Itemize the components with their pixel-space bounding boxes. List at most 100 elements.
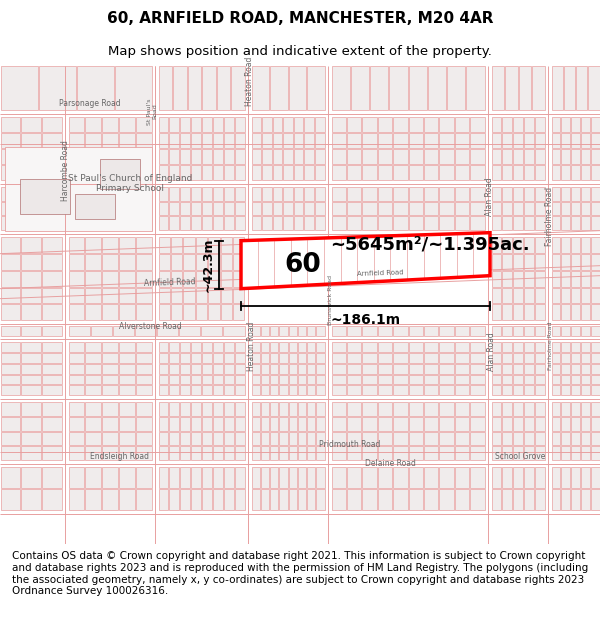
Bar	[551, 432, 560, 446]
Bar	[562, 288, 570, 303]
Bar	[378, 432, 392, 446]
Bar	[562, 386, 570, 395]
Text: Endsleigh Road: Endsleigh Road	[91, 452, 149, 461]
Bar	[191, 417, 201, 431]
Bar	[502, 489, 512, 510]
Bar	[102, 117, 118, 132]
Bar	[136, 149, 151, 164]
Bar	[331, 187, 346, 201]
Bar	[208, 288, 220, 303]
Bar	[424, 149, 438, 164]
Bar	[1, 165, 20, 180]
Bar	[581, 374, 590, 384]
Bar	[251, 216, 261, 230]
Bar	[535, 386, 545, 395]
Bar	[233, 288, 245, 303]
Bar	[21, 133, 41, 148]
Bar	[562, 364, 570, 374]
Bar	[119, 432, 135, 446]
Bar	[393, 374, 407, 384]
Bar	[535, 402, 545, 416]
Bar	[502, 326, 512, 336]
Bar	[68, 468, 84, 488]
Bar	[551, 202, 560, 216]
Bar	[42, 202, 62, 216]
Bar	[68, 446, 84, 460]
Bar	[113, 326, 134, 336]
Bar	[591, 202, 599, 216]
Bar	[470, 374, 485, 384]
Bar	[119, 149, 135, 164]
Bar	[191, 386, 201, 395]
Bar	[251, 342, 260, 352]
Bar	[347, 342, 361, 352]
Bar	[424, 417, 438, 431]
Bar	[347, 353, 361, 362]
Bar	[184, 304, 195, 320]
Text: ~42.3m: ~42.3m	[202, 238, 215, 292]
Bar	[393, 216, 407, 230]
Bar	[581, 446, 590, 460]
Bar	[424, 402, 438, 416]
Bar	[393, 187, 407, 201]
Bar	[213, 187, 223, 201]
Bar	[307, 353, 315, 362]
Bar	[576, 66, 587, 110]
Bar	[42, 187, 62, 201]
Bar	[571, 304, 580, 320]
Bar	[169, 386, 179, 395]
Bar	[279, 402, 287, 416]
Bar	[201, 326, 223, 336]
Bar	[455, 417, 469, 431]
Bar	[251, 117, 261, 132]
Bar	[315, 202, 325, 216]
Bar	[439, 402, 454, 416]
Bar	[180, 133, 190, 148]
Bar	[455, 165, 469, 180]
Bar	[102, 149, 118, 164]
Bar	[551, 446, 560, 460]
Bar	[581, 417, 590, 431]
Bar	[535, 326, 545, 336]
Bar	[581, 133, 590, 148]
Bar	[588, 66, 599, 110]
Bar	[409, 133, 423, 148]
Bar	[136, 117, 151, 132]
Bar	[331, 342, 346, 352]
Bar	[42, 237, 62, 253]
Bar	[196, 304, 207, 320]
Text: Map shows position and indicative extent of the property.: Map shows position and indicative extent…	[108, 45, 492, 58]
Bar	[316, 386, 325, 395]
Bar	[535, 216, 545, 230]
Bar	[270, 402, 278, 416]
Bar	[270, 374, 278, 384]
Bar	[42, 149, 62, 164]
Bar	[455, 342, 469, 352]
Bar	[362, 117, 377, 132]
Bar	[551, 117, 560, 132]
Bar	[119, 133, 135, 148]
Bar	[439, 468, 454, 488]
Bar	[513, 304, 523, 320]
Bar	[191, 216, 201, 230]
Bar	[169, 133, 179, 148]
Bar	[136, 216, 151, 230]
Bar	[119, 304, 135, 320]
Bar	[331, 202, 346, 216]
Bar	[68, 117, 84, 132]
Bar	[455, 133, 469, 148]
Bar	[409, 353, 423, 362]
Bar	[524, 446, 534, 460]
Bar	[491, 202, 502, 216]
Bar	[455, 187, 469, 201]
Bar	[571, 353, 580, 362]
Bar	[21, 187, 41, 201]
Bar	[1, 364, 20, 374]
Bar	[21, 342, 41, 352]
Bar	[409, 446, 423, 460]
Bar	[224, 216, 233, 230]
Bar	[21, 489, 41, 510]
Bar	[136, 417, 151, 431]
Bar	[279, 342, 287, 352]
Bar	[347, 402, 361, 416]
